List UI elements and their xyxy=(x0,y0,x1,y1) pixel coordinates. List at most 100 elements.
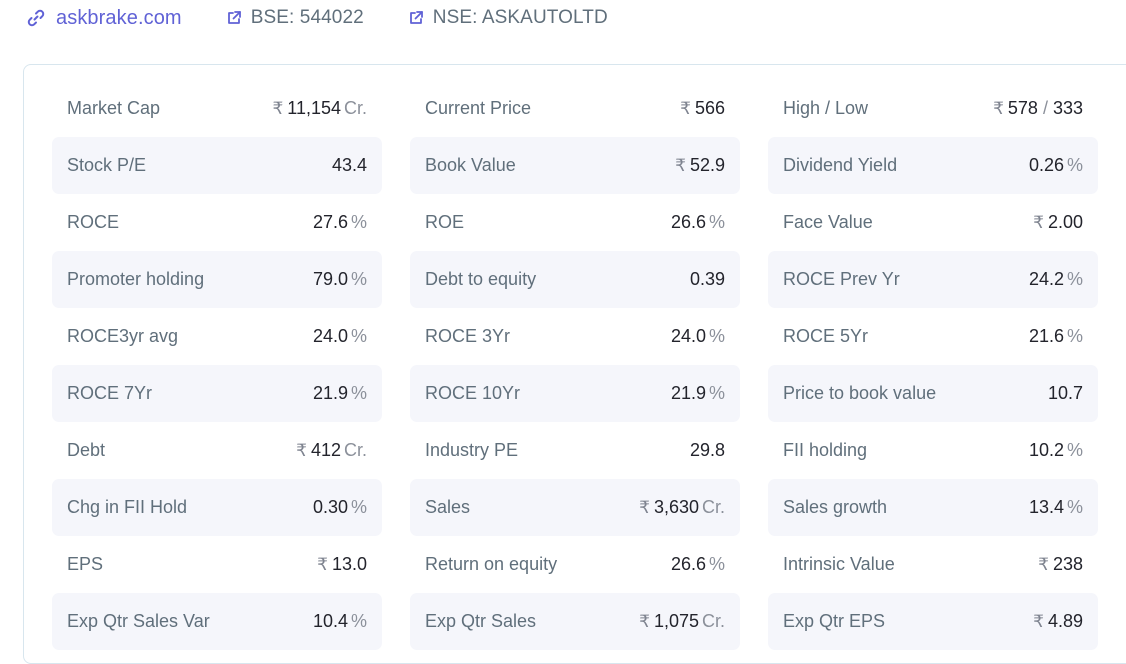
ratio-number: 26.6 xyxy=(670,554,706,574)
ratio-number: 4.89 xyxy=(1047,611,1083,631)
rupee-symbol: ₹ xyxy=(639,612,650,631)
ratio-label: ROCE xyxy=(67,212,120,232)
ratio-value: 13.4% xyxy=(1029,497,1083,518)
ratio-unit: Cr. xyxy=(343,440,367,460)
ratio-number: 27.6 xyxy=(312,212,348,232)
rupee-symbol: ₹ xyxy=(675,156,686,175)
ratio-value: 0.30% xyxy=(313,497,367,518)
ratio-number: 24.2 xyxy=(1028,269,1064,289)
ratio-label: Book Value xyxy=(425,155,516,175)
ratio-value: 10.7 xyxy=(1048,383,1083,404)
ratio-label: Exp Qtr EPS xyxy=(783,611,886,631)
ratio-value: 29.8 xyxy=(690,440,725,461)
ratio-value: 43.4 xyxy=(332,155,367,176)
ratio-number: 238 xyxy=(1052,554,1083,574)
ratio-face-value: Face Value ₹2.00 xyxy=(768,194,1098,251)
ratio-debt: Debt ₹412 Cr. xyxy=(52,422,382,479)
value-separator: / xyxy=(1042,98,1048,118)
ratio-eps: EPS ₹13.0 xyxy=(52,536,382,593)
ratio-number: 21.9 xyxy=(670,383,706,403)
ratio-number: 578 xyxy=(1007,98,1038,118)
ratio-unit: % xyxy=(708,326,725,346)
ratio-label: ROCE 10Yr xyxy=(425,383,521,403)
ratio-value: 21.9% xyxy=(313,383,367,404)
ratio-value: ₹238 xyxy=(1038,554,1083,575)
ratio-value: ₹412 Cr. xyxy=(296,440,367,461)
ratio-unit: % xyxy=(708,383,725,403)
ratio-label: Current Price xyxy=(425,98,532,118)
ratio-label: Sales xyxy=(425,497,471,517)
ratio-label: Exp Qtr Sales xyxy=(425,611,537,631)
website-link-text: askbrake.com xyxy=(56,6,182,29)
ratio-unit: % xyxy=(350,269,367,289)
ratio-label: High / Low xyxy=(783,98,869,118)
ratio-exp-qtr-sales-var: Exp Qtr Sales Var 10.4% xyxy=(52,593,382,650)
ratio-number: 52.9 xyxy=(689,155,725,175)
ratio-label: ROE xyxy=(425,212,465,232)
ratio-value: ₹2.00 xyxy=(1033,212,1083,233)
ratio-number: 10.7 xyxy=(1047,383,1083,403)
ratio-number: 1,075 xyxy=(653,611,699,631)
ratio-label: ROCE 3Yr xyxy=(425,326,511,346)
top-ratios: Market Cap ₹11,154 Cr. Current Price ₹566 Hig… xyxy=(52,80,1098,650)
ratio-label: Stock P/E xyxy=(67,155,147,175)
ratio-unit: Cr. xyxy=(343,98,367,118)
ratio-high-low: High / Low ₹578/333 xyxy=(768,80,1098,137)
ratio-price-to-book-value: Price to book value 10.7 xyxy=(768,365,1098,422)
rupee-symbol: ₹ xyxy=(272,99,284,118)
company-links: askbrake.com BSE: 544022 NSE: ASKAUTOLTD xyxy=(26,0,652,36)
ratio-value: 0.39 xyxy=(690,269,725,290)
website-link[interactable]: askbrake.com xyxy=(26,7,182,30)
ratio-roce: ROCE 27.6% xyxy=(52,194,382,251)
ratio-number: 79.0 xyxy=(312,269,348,289)
ratio-value: 24.2% xyxy=(1029,269,1083,290)
nse-link[interactable]: NSE: ASKAUTOLTD xyxy=(408,7,608,29)
ratio-number: 21.6 xyxy=(1028,326,1064,346)
ratio-value: ₹578/333 xyxy=(993,98,1083,119)
ratio-roe: ROE 26.6% xyxy=(410,194,740,251)
ratio-roce-5yr: ROCE 5Yr 21.6% xyxy=(768,308,1098,365)
ratio-label: Debt to equity xyxy=(425,269,537,289)
ratio-number: 13.0 xyxy=(331,554,367,574)
rupee-symbol: ₹ xyxy=(296,441,307,460)
ratio-chg-in-fii-hold: Chg in FII Hold 0.30% xyxy=(52,479,382,536)
ratio-roce-3yr: ROCE 3Yr 24.0% xyxy=(410,308,740,365)
ratio-label: Intrinsic Value xyxy=(783,554,895,574)
ratio-roce-7yr: ROCE 7Yr 21.9% xyxy=(52,365,382,422)
ratio-label: Promoter holding xyxy=(67,269,205,289)
link-icon xyxy=(27,9,45,27)
ratio-number: 13.4 xyxy=(1028,497,1064,517)
ratio-unit: % xyxy=(1066,269,1083,289)
ratio-number-secondary: 333 xyxy=(1052,98,1083,118)
ratio-value: 24.0% xyxy=(671,326,725,347)
ratio-number: 10.2 xyxy=(1028,440,1064,460)
rupee-symbol: ₹ xyxy=(1033,213,1044,232)
ratio-label: Face Value xyxy=(783,212,873,232)
ratio-value: 24.0% xyxy=(313,326,367,347)
ratio-value: 10.4% xyxy=(313,611,367,632)
ratio-number: 10.4 xyxy=(312,611,348,631)
ratio-exp-qtr-eps: Exp Qtr EPS ₹4.89 xyxy=(768,593,1098,650)
ratio-label: Chg in FII Hold xyxy=(67,497,188,517)
ratio-sales-growth: Sales growth 13.4% xyxy=(768,479,1098,536)
rupee-symbol: ₹ xyxy=(1033,612,1044,631)
ratio-label: Sales growth xyxy=(783,497,888,517)
ratio-dividend-yield: Dividend Yield 0.26% xyxy=(768,137,1098,194)
rupee-symbol: ₹ xyxy=(317,555,328,574)
ratio-value: 21.9% xyxy=(671,383,725,404)
ratio-number: 0.26 xyxy=(1028,155,1064,175)
bse-link[interactable]: BSE: 544022 xyxy=(226,7,364,29)
ratio-number: 26.6 xyxy=(670,212,706,232)
ratio-value: 79.0% xyxy=(313,269,367,290)
ratio-fii-holding: FII holding 10.2% xyxy=(768,422,1098,479)
ratio-unit: % xyxy=(350,383,367,403)
ratio-label: Debt xyxy=(67,440,106,460)
ratio-label: ROCE3yr avg xyxy=(67,326,179,346)
ratio-label: ROCE 5Yr xyxy=(783,326,869,346)
ratio-value: 26.6% xyxy=(671,554,725,575)
rupee-symbol: ₹ xyxy=(680,99,691,118)
ratio-unit: % xyxy=(708,554,725,574)
ratio-value: ₹13.0 xyxy=(317,554,367,575)
ratio-value: ₹4.89 xyxy=(1033,611,1083,632)
external-link-icon xyxy=(409,11,423,24)
